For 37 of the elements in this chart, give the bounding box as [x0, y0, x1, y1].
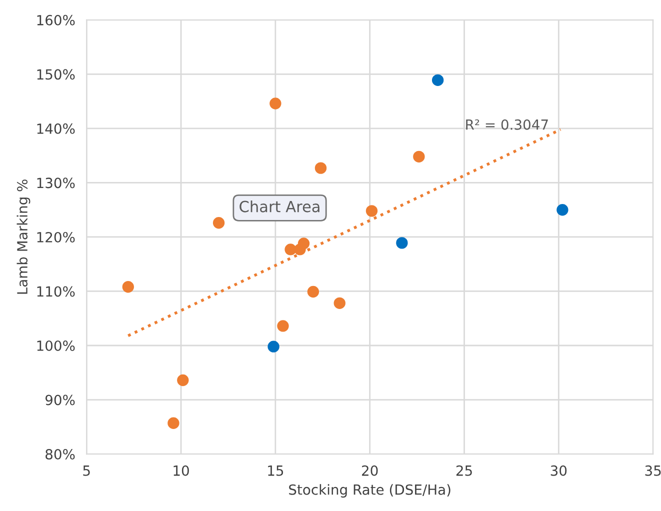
y-tick-label: 100%: [37, 340, 75, 351]
point: [413, 150, 425, 163]
y-tick-label: 80%: [46, 448, 75, 460]
annotation: Chart Area: [240, 200, 320, 212]
point: [284, 244, 296, 256]
point: [168, 417, 180, 429]
annotation: R² = 0.3047: [466, 119, 548, 130]
y-tick-label: 110%: [37, 286, 75, 297]
x-tick-label: 5: [83, 466, 90, 476]
y-tick-label: 140%: [37, 123, 75, 134]
y-axis-title: Lamb Marking %: [16, 180, 30, 294]
point: [366, 205, 378, 217]
point: [122, 281, 134, 293]
x-tick-label: 30: [550, 465, 567, 476]
x-tick-label: 25: [456, 465, 472, 476]
point: [307, 286, 320, 298]
y-tick-label: 130%: [37, 178, 75, 188]
point: [270, 98, 282, 110]
point: [177, 374, 189, 386]
y-tick-label: 150%: [37, 69, 75, 80]
point: [314, 162, 327, 174]
y-tick-label: 90%: [45, 394, 75, 406]
x-tick-label: 15: [268, 466, 284, 476]
point: [298, 238, 310, 250]
x-tick-label: 20: [362, 465, 378, 476]
x-tick-label: 35: [645, 465, 661, 476]
point: [212, 217, 225, 229]
point: [556, 204, 568, 216]
y-tick-label: 120%: [37, 232, 75, 242]
point: [334, 297, 346, 310]
point: [432, 74, 444, 86]
x-axis-title: Stocking Rate (DSE/Ha): [289, 484, 450, 498]
x-tick-label: 10: [174, 465, 189, 476]
point: [268, 340, 280, 352]
point: [396, 237, 408, 249]
y-tick-label: 160%: [37, 14, 75, 26]
point: [277, 320, 289, 332]
